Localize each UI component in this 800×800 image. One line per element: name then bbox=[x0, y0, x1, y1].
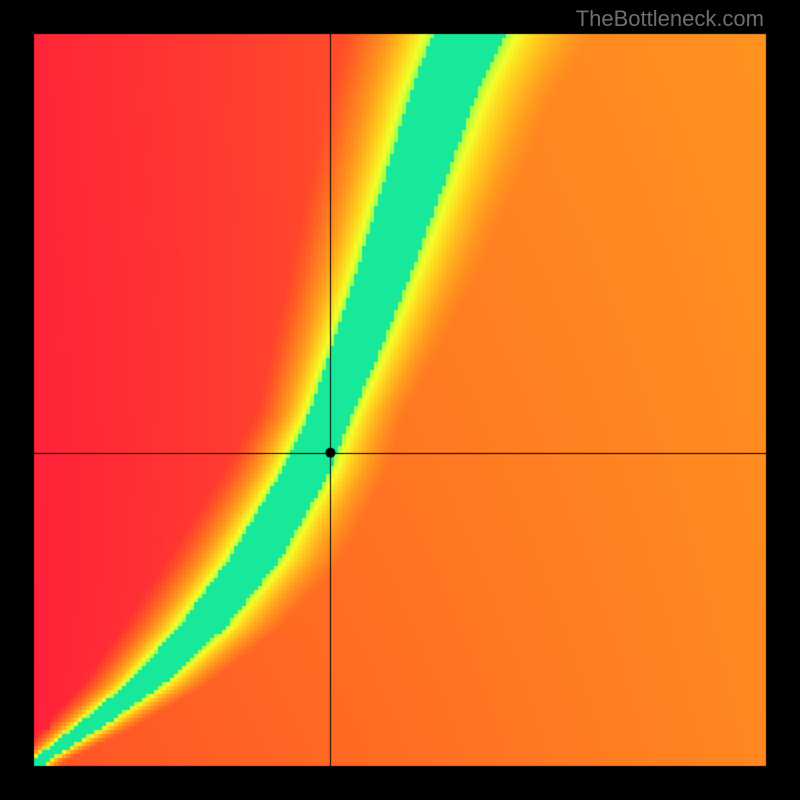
watermark-text: TheBottleneck.com bbox=[576, 6, 764, 32]
bottleneck-heatmap bbox=[0, 0, 800, 800]
chart-container: TheBottleneck.com bbox=[0, 0, 800, 800]
